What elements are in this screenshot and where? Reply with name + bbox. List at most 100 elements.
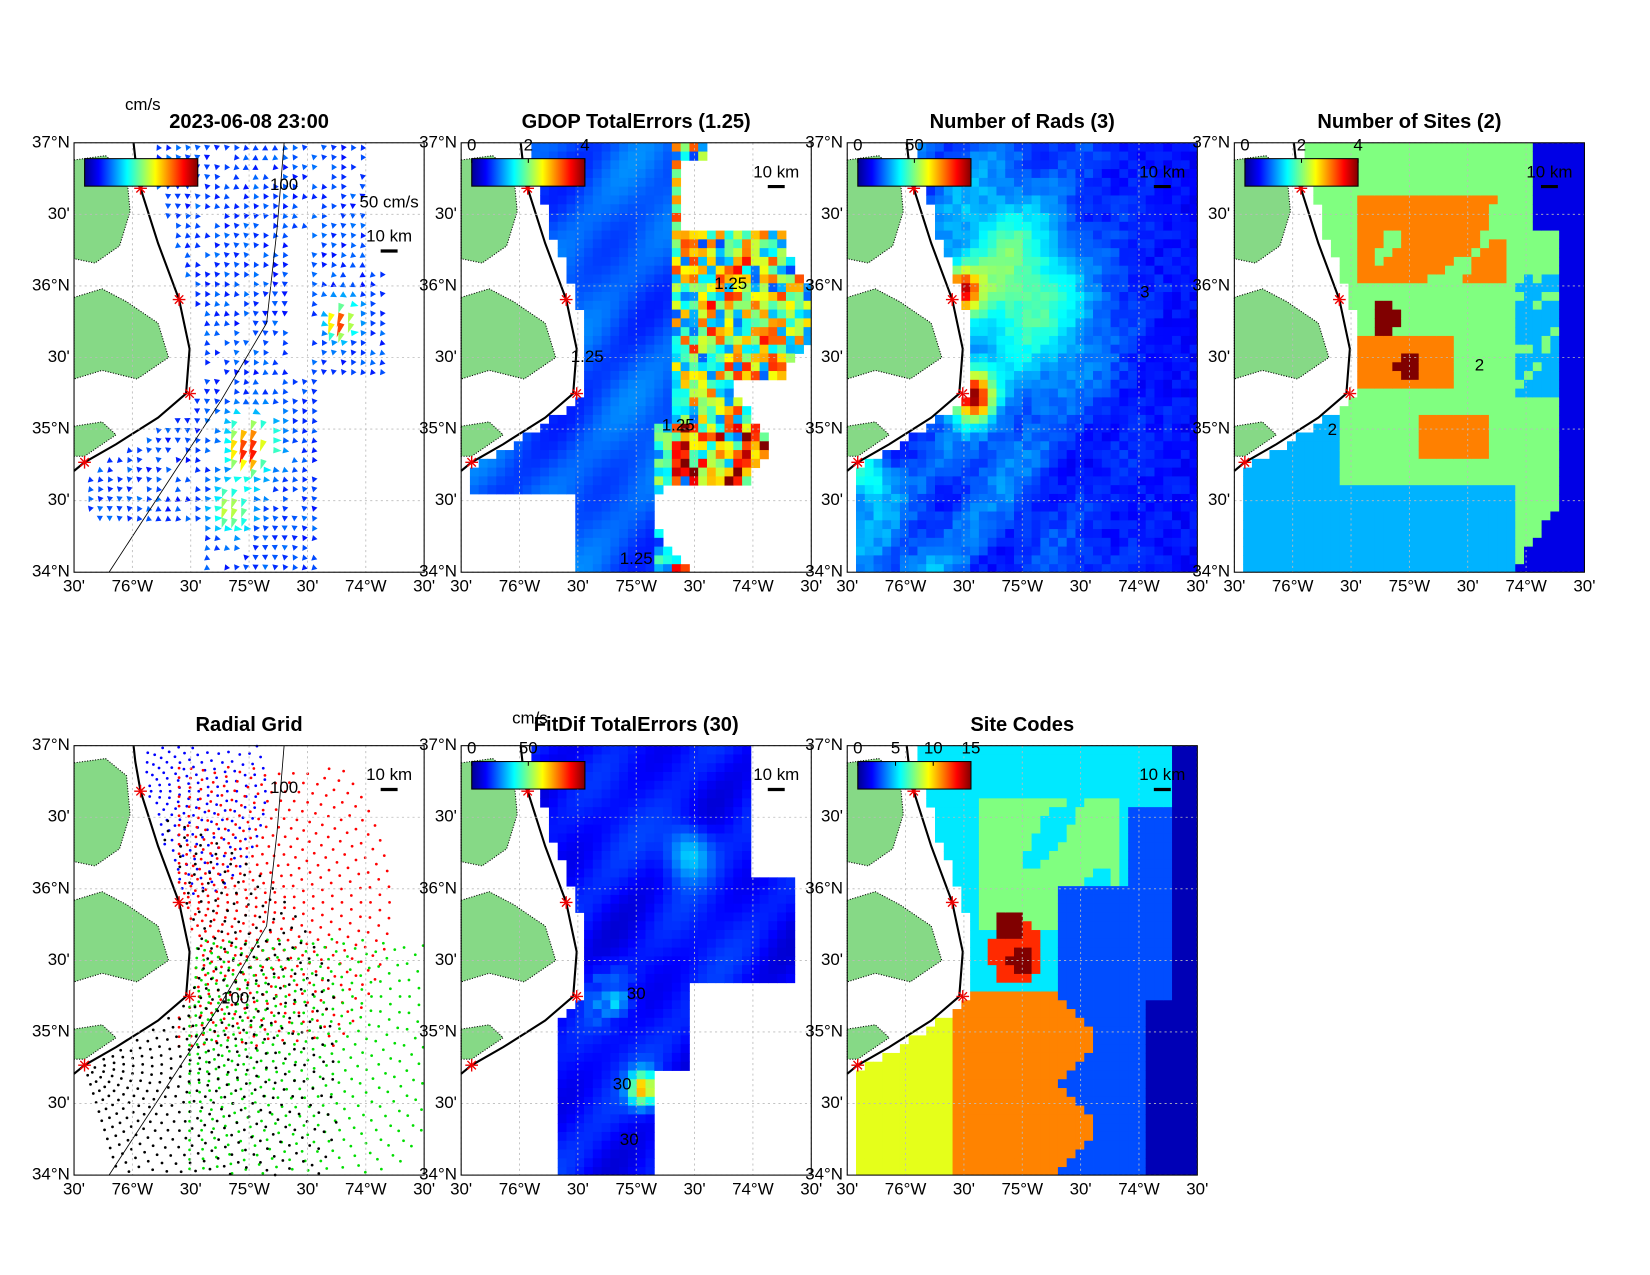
field-cell [557,213,567,223]
field-cell [1022,485,1032,495]
field-cell [1093,195,1103,205]
current-vector [263,193,269,200]
field-cell [1322,555,1332,565]
current-vector [244,300,250,307]
field-cell [1322,230,1332,240]
current-vector [233,232,240,239]
field-cell [1357,160,1367,170]
field-cell [1180,248,1191,258]
field-cell [540,142,550,152]
field-cell [1497,274,1507,284]
field-cell [592,406,603,416]
field-cell [1480,230,1490,240]
field-cell [1462,546,1472,556]
field-cell [645,169,655,179]
field-cell [1445,371,1455,381]
field-cell [689,274,699,284]
field-cell [1022,353,1032,363]
annotation: 10 km [753,162,799,181]
field-cell [978,379,989,390]
field-cell [1488,230,1499,240]
field-cell [601,467,611,477]
field-cell [1180,292,1191,302]
field-cell [1559,388,1569,398]
field-cell [961,502,971,512]
field-cell [1154,397,1164,407]
field-cell [1172,414,1182,425]
field-cell [680,335,690,346]
field-cell [654,274,664,284]
current-vector [311,456,318,464]
current-vector [214,242,221,249]
field-cell [1488,177,1499,188]
field-cell [891,493,901,504]
field-cell [1136,529,1147,539]
field-cell [733,318,743,328]
field-cell [987,441,997,451]
field-cell [1445,511,1455,521]
current-vector [272,369,279,376]
field-cell [671,248,682,258]
field-cell [987,371,997,381]
field-cell [689,388,699,398]
field-cell [1357,151,1367,161]
current-vector [97,476,104,483]
field-cell [1075,397,1085,407]
field-cell [978,564,989,573]
field-cell [601,371,611,381]
field-cell [1453,379,1464,390]
field-cell [680,441,690,451]
field-cell [1040,458,1050,469]
field-cell [1128,256,1138,267]
current-vector [126,476,133,483]
field-cell [1031,318,1041,328]
field-cell [978,450,989,460]
y-tick-label: 30' [821,347,843,366]
current-vector [351,359,357,366]
field-cell [1559,160,1569,170]
field-cell [1559,432,1569,442]
field-cell [1172,432,1182,442]
field-cell [654,309,664,319]
field-cell [584,186,594,196]
field-cell [1136,353,1147,363]
field-cell [1339,450,1349,460]
current-vector [359,193,366,200]
field-cell [1049,309,1059,319]
current-vector [97,505,104,512]
current-vector [321,349,328,356]
field-cell [1401,186,1411,196]
field-cell [1524,476,1534,486]
field-cell [1163,397,1173,407]
field-cell [1524,142,1534,152]
field-cell [987,265,997,275]
field-cell [663,476,673,486]
field-cell [961,186,971,196]
field-cell [1532,344,1543,354]
field-cell [1339,458,1349,469]
field-cell [1559,476,1569,486]
field-cell [724,344,734,354]
current-vector [233,203,240,210]
field-cell [1189,476,1198,486]
field-cell [1392,485,1402,495]
field-cell [680,265,690,275]
field-cell [1322,511,1332,521]
field-cell [899,493,910,504]
field-cell [627,353,638,363]
field-cell [1145,511,1155,521]
field-cell [636,511,646,521]
field-cell [1110,555,1120,565]
field-cell [1093,292,1103,302]
field-cell [636,485,646,495]
field-cell [1480,239,1490,249]
field-cell [1383,265,1393,275]
current-vector [185,515,192,522]
current-vector [292,564,299,571]
field-cell [1532,283,1543,293]
field-cell [1392,142,1402,152]
field-cell [1550,204,1560,214]
field-cell [970,335,980,346]
field-cell [1366,309,1376,319]
field-cell [1418,511,1428,521]
